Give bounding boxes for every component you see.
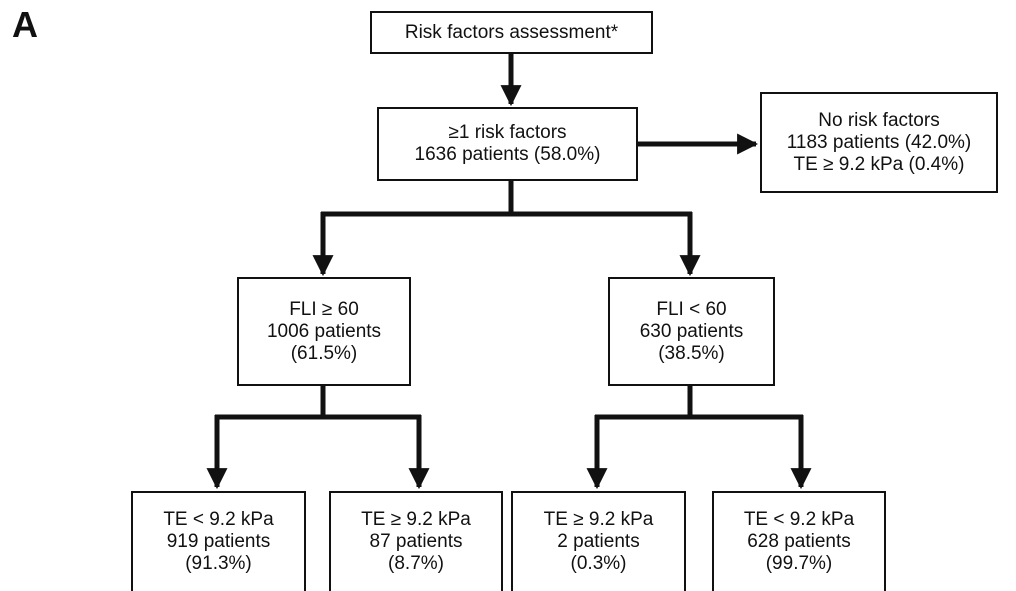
node-text: 919 patients <box>166 531 271 552</box>
node-leaf-2: TE ≥ 9.2 kPa 87 patients (8.7%) <box>329 491 503 591</box>
node-text: 87 patients <box>369 531 463 552</box>
node-text: 1006 patients <box>266 320 382 342</box>
node-text: (99.7%) <box>765 553 833 574</box>
node-no-risk-factors: No risk factors 1183 patients (42.0%) TE… <box>760 92 998 193</box>
node-text: TE ≥ 9.2 kPa (0.4%) <box>793 153 965 175</box>
node-text: ≥1 risk factors <box>448 122 567 143</box>
node-text: TE ≥ 9.2 kPa <box>361 509 471 530</box>
node-text: (0.3%) <box>570 553 627 574</box>
node-text: TE < 9.2 kPa <box>163 509 274 530</box>
panel-label: A <box>12 4 38 45</box>
node-text: No risk factors <box>818 109 940 131</box>
node-text: (38.5%) <box>658 342 725 364</box>
node-text: (61.5%) <box>290 342 358 364</box>
node-text: 630 patients <box>639 320 744 342</box>
node-text: 628 patients <box>747 531 851 552</box>
node-text: TE ≥ 9.2 kPa <box>543 509 654 530</box>
node-leaf-1: TE < 9.2 kPa 919 patients (91.3%) <box>131 491 306 591</box>
node-fli-low: FLI < 60 630 patients (38.5%) <box>608 277 775 386</box>
node-text: FLI < 60 <box>656 298 727 320</box>
node-text: FLI ≥ 60 <box>289 298 359 320</box>
node-text: 1636 patients (58.0%) <box>414 144 601 165</box>
node-text: (91.3%) <box>185 553 252 574</box>
node-risk-factors-present: ≥1 risk factors 1636 patients (58.0%) <box>377 107 638 181</box>
node-fli-high: FLI ≥ 60 1006 patients (61.5%) <box>237 277 411 386</box>
node-text: TE < 9.2 kPa <box>743 509 855 530</box>
node-risk-assessment: Risk factors assessment* <box>370 11 653 54</box>
node-text: 2 patients <box>557 531 640 552</box>
node-text: Risk factors assessment* <box>404 21 619 43</box>
node-leaf-4: TE < 9.2 kPa 628 patients (99.7%) <box>712 491 886 591</box>
node-leaf-3: TE ≥ 9.2 kPa 2 patients (0.3%) <box>511 491 686 591</box>
node-text: (8.7%) <box>388 553 444 574</box>
node-text: 1183 patients (42.0%) <box>786 131 972 153</box>
